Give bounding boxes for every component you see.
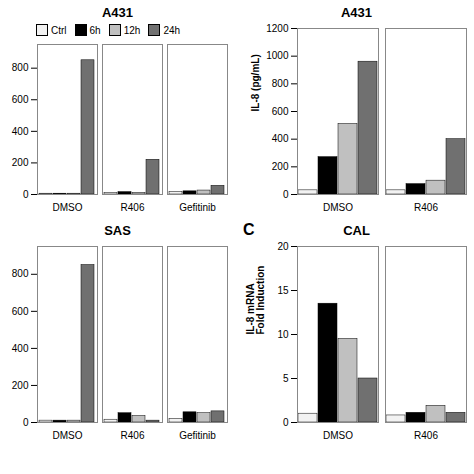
svg-text:0: 0 xyxy=(283,417,289,428)
svg-text:DMSO: DMSO xyxy=(323,202,353,213)
svg-text:0: 0 xyxy=(283,189,289,200)
svg-text:200: 200 xyxy=(272,161,289,172)
svg-text:R406: R406 xyxy=(414,202,438,213)
svg-text:IL-8 mRNAFold Induction: IL-8 mRNAFold Induction xyxy=(245,266,266,335)
svg-text:600: 600 xyxy=(12,306,29,317)
svg-text:600: 600 xyxy=(12,94,29,105)
html-text:24h: 24h xyxy=(163,24,181,36)
svg-text:600: 600 xyxy=(272,106,289,117)
svg-text:DMSO: DMSO xyxy=(53,202,83,213)
html-text:Ctrl: Ctrl xyxy=(51,24,67,36)
html-text:CAL: CAL xyxy=(343,223,370,238)
svg-text:IL-8 (pg/mL): IL-8 (pg/mL) xyxy=(250,54,261,111)
svg-text:400: 400 xyxy=(12,343,29,354)
svg-text:10: 10 xyxy=(277,329,289,340)
html-text:12h: 12h xyxy=(123,24,141,36)
svg-text:0: 0 xyxy=(23,189,29,200)
svg-text:400: 400 xyxy=(272,133,289,144)
svg-text:R406: R406 xyxy=(121,430,145,441)
svg-text:R406: R406 xyxy=(414,430,438,441)
svg-text:DMSO: DMSO xyxy=(53,430,83,441)
svg-text:800: 800 xyxy=(12,62,29,73)
svg-text:800: 800 xyxy=(272,78,289,89)
svg-text:DMSO: DMSO xyxy=(323,430,353,441)
html-text:A431: A431 xyxy=(341,5,372,20)
svg-text:20: 20 xyxy=(277,241,289,252)
svg-text:Gefitinib: Gefitinib xyxy=(179,202,216,213)
svg-text:400: 400 xyxy=(12,126,29,137)
svg-text:0: 0 xyxy=(23,417,29,428)
svg-text:800: 800 xyxy=(12,268,29,279)
html-text:6h: 6h xyxy=(89,24,101,36)
html-text:A431: A431 xyxy=(102,5,133,20)
svg-text:1000: 1000 xyxy=(266,50,289,61)
svg-text:15: 15 xyxy=(277,285,289,296)
svg-text:Gefitinib: Gefitinib xyxy=(179,430,216,441)
html-text:SAS: SAS xyxy=(104,223,131,238)
svg-text:1200: 1200 xyxy=(266,23,289,34)
html-text:C: C xyxy=(243,221,255,238)
svg-text:200: 200 xyxy=(12,157,29,168)
svg-text:200: 200 xyxy=(12,380,29,391)
svg-text:5: 5 xyxy=(283,373,289,384)
svg-text:R406: R406 xyxy=(121,202,145,213)
